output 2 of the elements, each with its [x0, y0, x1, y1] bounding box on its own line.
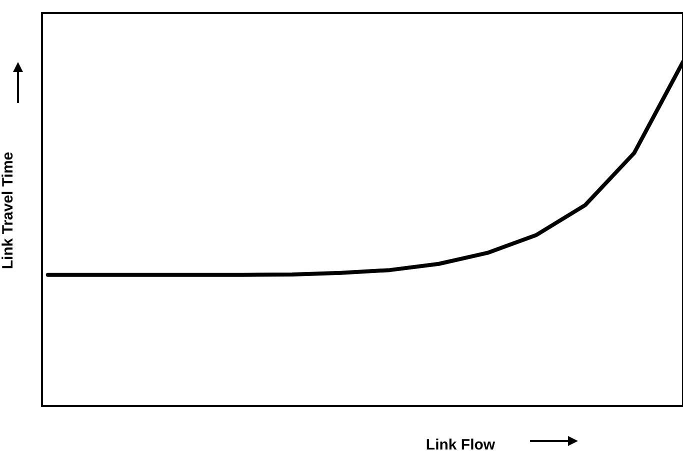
y-axis-title: Link Travel Time [0, 152, 16, 270]
x-axis-title: Link Flow [426, 436, 496, 451]
